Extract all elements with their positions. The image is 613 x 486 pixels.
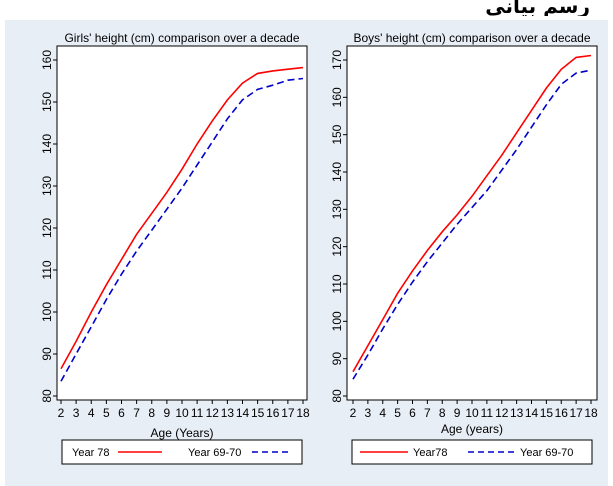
x-tick-label: 18 bbox=[296, 406, 310, 420]
chart-title: Girls' height (cm) comparison over a dec… bbox=[64, 31, 299, 45]
legend: Year78 Year 69-70 bbox=[351, 439, 593, 465]
legend-label-year-78: Year 78 bbox=[72, 447, 110, 459]
x-tick-label: 15 bbox=[540, 406, 554, 420]
legend-label-year-69-70: Year 69-70 bbox=[520, 447, 573, 459]
y-tick-label: 150 bbox=[40, 92, 54, 112]
x-tick-label: 13 bbox=[221, 406, 235, 420]
series-group bbox=[60, 66, 304, 382]
x-tick-label: 11 bbox=[191, 406, 204, 420]
x-tick-label: 2 bbox=[350, 406, 357, 420]
y-tick-label: 90 bbox=[40, 347, 54, 361]
x-tick-label: 10 bbox=[175, 406, 189, 420]
x-tick-label: 9 bbox=[164, 406, 171, 420]
x-tick-label: 17 bbox=[569, 406, 583, 420]
x-tick-label: 13 bbox=[510, 406, 524, 420]
header-arabic-text: رسم بياني bbox=[485, 0, 590, 16]
panel-girls: Girls' height (cm) comparison over a dec… bbox=[40, 31, 310, 465]
x-tick-label: 4 bbox=[88, 406, 95, 420]
x-tick-label: 10 bbox=[465, 406, 479, 420]
x-tick-label: 16 bbox=[266, 406, 280, 420]
x-tick-label: 7 bbox=[424, 406, 431, 420]
panel-boys: Boys' height (cm) comparison over a deca… bbox=[330, 31, 598, 465]
y-tick-label: 100 bbox=[40, 302, 54, 322]
x-tick-label: 15 bbox=[251, 406, 265, 420]
y-tick-label: 80 bbox=[40, 389, 54, 403]
chart-title: Boys' height (cm) comparison over a deca… bbox=[353, 31, 590, 45]
y-tick-label: 110 bbox=[330, 274, 344, 293]
plot-area bbox=[56, 45, 308, 401]
y-tick-label: 160 bbox=[330, 87, 344, 107]
y-tick-label: 140 bbox=[40, 134, 54, 154]
x-tick-label: 3 bbox=[73, 406, 80, 420]
x-tick-label: 11 bbox=[481, 406, 494, 420]
series-group bbox=[352, 54, 592, 380]
x-tick-label: 8 bbox=[439, 406, 446, 420]
legend-label-year-69-70: Year 69-70 bbox=[188, 447, 241, 459]
series-line-year-69-70 bbox=[352, 69, 592, 380]
legend-box bbox=[61, 439, 303, 465]
x-tick-label: 16 bbox=[555, 406, 569, 420]
y-tick-label: 160 bbox=[40, 50, 54, 70]
x-tick-label: 6 bbox=[118, 406, 125, 420]
x-tick-label: 14 bbox=[236, 406, 250, 420]
x-tick-label: 3 bbox=[365, 406, 372, 420]
x-tick-label: 4 bbox=[379, 406, 386, 420]
x-tick-label: 7 bbox=[133, 406, 140, 420]
series-line-year-78 bbox=[60, 66, 304, 370]
y-tick-label: 80 bbox=[330, 389, 344, 403]
x-tick-label: 14 bbox=[525, 406, 539, 420]
x-tick-label: 18 bbox=[584, 406, 598, 420]
x-tick-label: 8 bbox=[148, 406, 155, 420]
y-tick-label: 140 bbox=[330, 162, 344, 182]
x-tick-label: 12 bbox=[206, 406, 220, 420]
legend: Year 78 Year 69-70 bbox=[61, 439, 303, 465]
x-axis-label: Age (Years) bbox=[151, 426, 214, 440]
series-line-year78 bbox=[352, 54, 592, 373]
x-axis: 2 3 4 5 6 7 8 9 10 11 12 13 14 15 16 17 18 bbox=[58, 400, 310, 420]
x-tick-label: 12 bbox=[495, 406, 509, 420]
x-tick-label: 5 bbox=[394, 406, 401, 420]
plot-area bbox=[346, 45, 598, 401]
y-tick-label: 120 bbox=[40, 218, 54, 238]
series-line-year-69-70 bbox=[60, 77, 304, 382]
x-tick-label: 5 bbox=[103, 406, 110, 420]
x-axis: 2 3 4 5 6 7 8 9 10 11 12 13 14 15 16 17 18 bbox=[350, 400, 598, 420]
x-tick-label: 2 bbox=[58, 406, 65, 420]
y-tick-label: 100 bbox=[330, 311, 344, 331]
y-tick-label: 110 bbox=[40, 260, 54, 279]
y-tick-label: 130 bbox=[330, 199, 344, 219]
x-tick-label: 17 bbox=[281, 406, 295, 420]
y-axis: 80 90 100 110 120 130 140 150 160 bbox=[40, 50, 57, 403]
legend-label-year78: Year78 bbox=[413, 447, 447, 459]
y-tick-label: 90 bbox=[330, 352, 344, 366]
y-tick-label: 130 bbox=[40, 176, 54, 196]
x-tick-label: 6 bbox=[409, 406, 416, 420]
x-tick-label: 9 bbox=[454, 406, 461, 420]
y-tick-label: 150 bbox=[330, 124, 344, 144]
y-tick-label: 170 bbox=[330, 50, 344, 70]
y-axis: 80 90 100 110 120 130 140 150 160 170 bbox=[330, 50, 347, 403]
y-tick-label: 120 bbox=[330, 236, 344, 256]
x-axis-label: Age (years) bbox=[441, 422, 503, 436]
